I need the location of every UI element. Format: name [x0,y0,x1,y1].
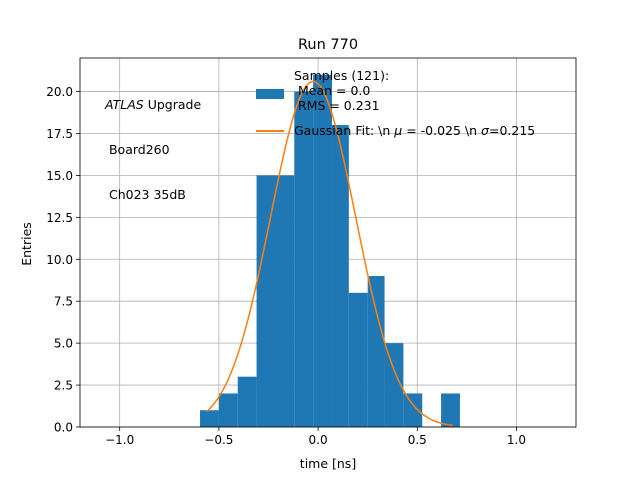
channel-label: Ch023 35dB [105,187,186,202]
board-label: Board260 [105,142,170,157]
x-tick-label: −0.5 [204,433,233,447]
histogram-bar [218,393,238,427]
histogram-bar [367,276,385,427]
histogram-bar [237,376,257,427]
y-tick-label: 17.5 [46,127,73,141]
histogram-bar [256,175,295,427]
gaussian-fit-curve [206,80,454,427]
y-tick-label: 2.5 [54,379,73,393]
atlas-annotation: ATLAS Upgrade Board260 Ch023 35dB [105,67,201,217]
histogram-bar [294,91,314,427]
histogram-bar [384,343,404,427]
atlas-label: ATLAS [105,97,144,112]
y-axis-label: Entries [19,222,34,266]
y-tick-label: 7.5 [54,295,73,309]
legend-entry-fit: Gaussian Fit: \n μ = -0.025 \n σ=0.215 [256,123,535,138]
y-tick-label: 15.0 [46,169,73,183]
fit-sigma-symbol: σ [481,123,489,138]
gaussian-curve-layer [206,80,454,427]
upgrade-label: Upgrade [143,97,202,112]
fit-mu-value: = -0.025 \n [402,123,482,138]
histogram-bar [348,292,368,427]
histogram-bar [331,125,349,427]
legend-swatch-samples [256,89,284,99]
y-tick-label: 10.0 [46,253,73,267]
histogram-bar [313,74,332,427]
x-tick-label: 0.0 [309,433,328,447]
fit-sigma-value: =0.215 [488,123,536,138]
fit-label-prefix: Gaussian Fit: \n [294,123,395,138]
histogram-bar [441,393,460,427]
y-tick-label: 20.0 [46,85,73,99]
fit-mu-symbol: μ [394,123,403,138]
x-tick-label: 1.0 [507,433,526,447]
x-tick-label: 0.5 [408,433,427,447]
legend-entry-samples: Samples (121): Mean = 0.0 RMS = 0.231 [256,68,389,113]
histogram-bars [200,74,460,427]
axes-frame [79,57,577,428]
legend-swatch-fit [256,130,284,132]
chart-title: Run 770 [298,37,358,53]
legend-label-fit: Gaussian Fit: \n μ = -0.025 \n σ=0.215 [294,123,535,138]
y-tick-label: 0.0 [54,421,73,435]
legend-label-samples: Samples (121): Mean = 0.0 RMS = 0.231 [294,68,390,113]
axis-ticks: −1.0 −0.5 0.0 0.5 1.0 0.0 2.5 5.0 7.5 10.0 12.5 15.… [46,85,526,447]
x-axis-label: time [ns] [300,456,356,471]
plot-frame [79,57,577,428]
x-tick-label: −1.0 [105,433,134,447]
y-tick-label: 5.0 [54,337,73,351]
histogram-bar [403,393,423,427]
histogram-bar [200,410,219,427]
y-tick-label: 12.5 [46,211,73,225]
